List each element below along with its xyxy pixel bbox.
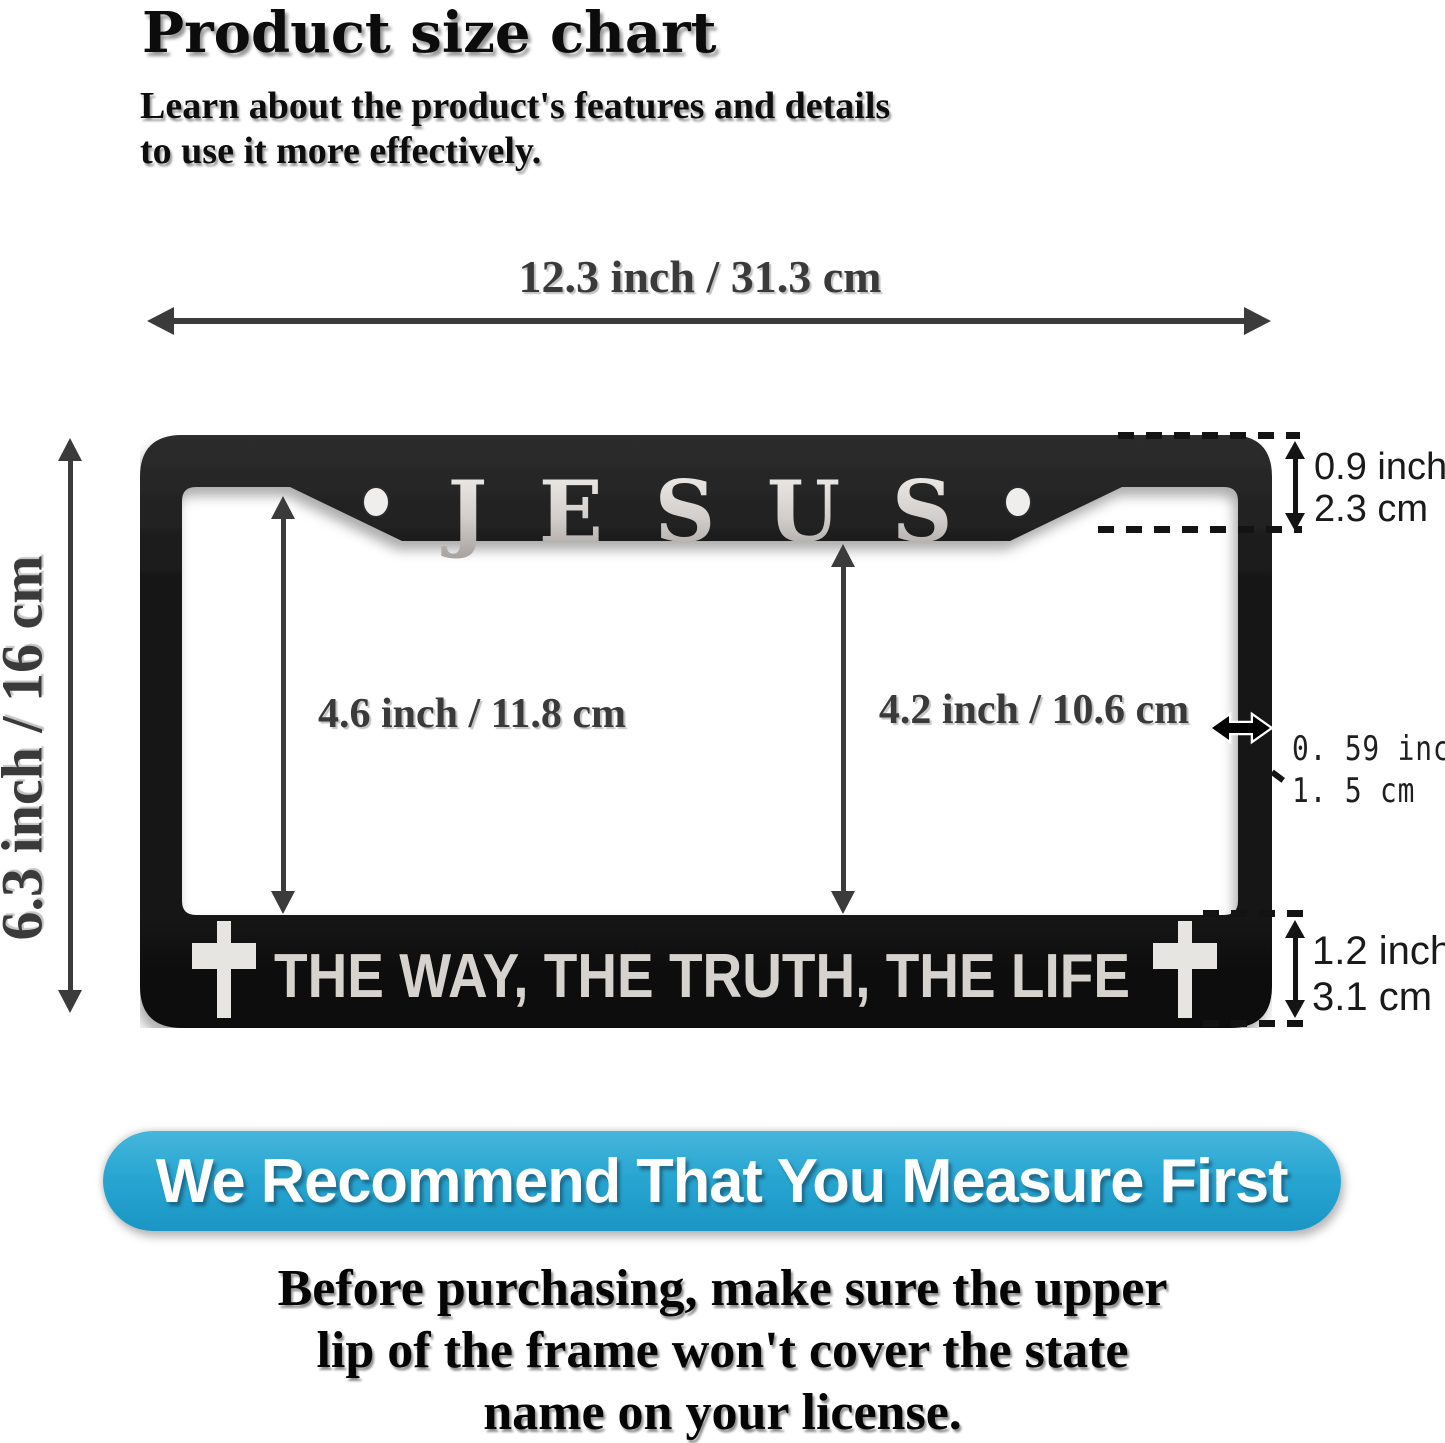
top-bar-inch-label: 0.9 inch	[1314, 446, 1445, 488]
arrow-shaft	[281, 516, 286, 894]
leader-line	[1250, 754, 1290, 787]
top-bar-dash-lower	[1098, 526, 1302, 533]
latin-cross-icon-right	[1153, 921, 1217, 1018]
horizontal-arrow-icon	[1208, 711, 1274, 745]
top-bar-cm-label: 2.3 cm	[1314, 488, 1429, 530]
arrow-head-up-icon	[1285, 920, 1305, 938]
arrow-shaft	[1293, 935, 1298, 1003]
arrow-head-down-icon	[58, 990, 82, 1013]
bottom-bar-dash-upper	[1203, 910, 1307, 917]
arrow-head-up-icon	[1285, 441, 1305, 459]
arrow-head-left-icon	[147, 307, 174, 335]
bottom-bar-dash-lower	[1203, 1020, 1311, 1027]
outer-width-label: 12.3 inch / 31.3 cm	[518, 251, 882, 302]
arrow-head-right-icon	[1244, 307, 1271, 335]
arrow-shaft	[68, 458, 73, 992]
banner-text: We Recommend That You Measure First	[156, 1146, 1289, 1216]
screw-hole-left	[362, 486, 390, 518]
license-frame-graphic: JESUS THE WAY, THE TRUTH, THE LIFE	[140, 435, 1272, 1028]
bottom-bar-cm-label: 3.1 cm	[1312, 975, 1433, 1019]
bottom-bar-inch-label: 1.2 inch	[1312, 929, 1445, 973]
frame-bottom-engraving: THE WAY, THE TRUTH, THE LIFE	[274, 942, 1130, 1011]
side-bar-inch-label: 0. 59 inch	[1292, 729, 1445, 769]
arrow-head-up-icon	[271, 496, 295, 519]
arrow-shaft	[1293, 456, 1298, 516]
arrow-head-up-icon	[831, 544, 855, 567]
opening-height-right-label: 4.2 inch / 10.6 cm	[878, 687, 1190, 733]
page-title: Product size chart	[142, 0, 717, 66]
side-bar-width-marker	[1208, 711, 1290, 787]
screw-hole-right	[1004, 486, 1032, 518]
page-subtitle: Learn about the product's features and d…	[140, 85, 891, 172]
arrow-head-down-icon	[271, 891, 295, 914]
arrow-head-down-icon	[1285, 513, 1305, 531]
arrow-shaft	[841, 564, 846, 894]
arrow-head-down-icon	[831, 891, 855, 914]
latin-cross-icon-left	[192, 921, 256, 1018]
purchase-note: Before purchasing, make sure the upper l…	[277, 1260, 1168, 1441]
arrow-head-up-icon	[58, 438, 82, 461]
arrow-head-down-icon	[1285, 1000, 1305, 1018]
opening-height-left-label: 4.6 inch / 11.8 cm	[317, 691, 626, 737]
outer-height-label: 6.3 inch / 16 cm	[0, 555, 55, 941]
arrow-shaft	[170, 318, 1248, 324]
measure-first-banner: We Recommend That You Measure First	[103, 1131, 1341, 1231]
top-bar-dash-upper	[1118, 432, 1300, 439]
side-bar-cm-label: 1. 5 cm	[1292, 771, 1416, 811]
